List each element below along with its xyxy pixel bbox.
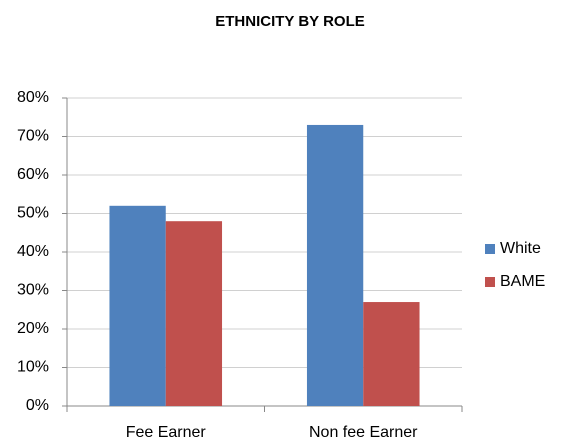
legend-swatch [485,277,495,287]
y-tick-label: 30% [17,282,49,299]
legend-swatch [485,244,495,254]
chart-title: ETHNICITY BY ROLE [215,13,364,30]
x-tick-label: Fee Earner [126,424,207,441]
y-tick-label: 40% [17,243,49,260]
y-tick-label: 80% [17,89,49,106]
bar [165,221,223,406]
y-tick-label: 70% [17,128,49,145]
y-tick-label: 60% [17,166,49,183]
y-tick-label: 50% [17,205,49,222]
y-tick-label: 10% [17,359,49,376]
legend-label: BAME [500,273,545,290]
bar [306,124,364,406]
bar [363,302,420,406]
legend-label: White [500,240,541,257]
y-tick-label: 20% [17,320,49,337]
x-tick-label: Non fee Earner [309,424,418,441]
bar [109,205,166,406]
y-tick-label: 0% [26,397,49,414]
